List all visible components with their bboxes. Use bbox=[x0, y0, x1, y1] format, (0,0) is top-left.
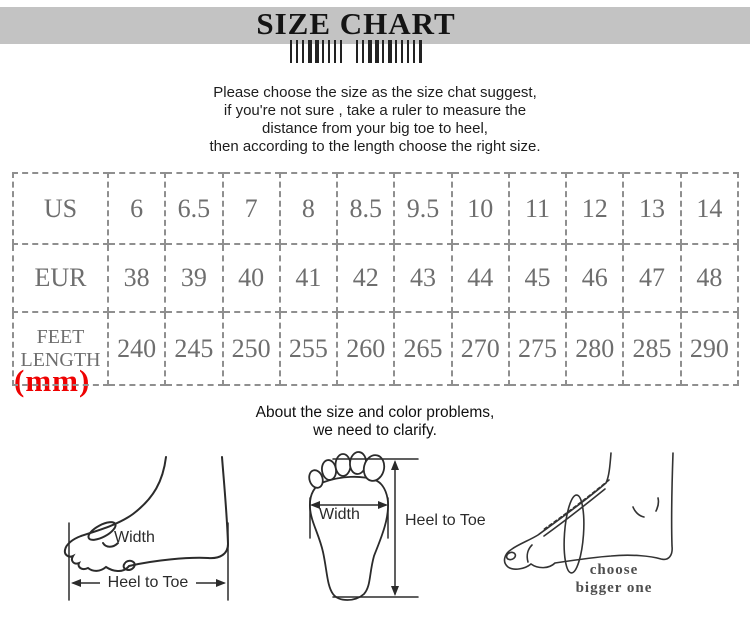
header-band bbox=[0, 7, 750, 44]
girth-measure-loop bbox=[563, 494, 585, 574]
intro-text: Please choose the size as the size chat … bbox=[0, 84, 750, 156]
eur-size-cell: 44 bbox=[450, 243, 510, 313]
width-measure-arrow bbox=[309, 497, 389, 539]
feet-length-cell: 240 bbox=[106, 311, 167, 386]
eur-size-cell: 42 bbox=[336, 243, 396, 313]
eur-size-cell: 38 bbox=[106, 243, 167, 313]
barcode-icon bbox=[290, 40, 422, 63]
us-size-cell: 8.5 bbox=[336, 172, 396, 245]
us-size-cell: 10 bbox=[450, 172, 510, 245]
intro-line-2: if you're not sure , take a ruler to mea… bbox=[223, 102, 527, 119]
us-size-cell: 6.5 bbox=[164, 172, 224, 245]
row-label-feet-length: FEET LENGTH bbox=[12, 311, 109, 386]
diagram-foot-girth-view: choose bigger one bbox=[495, 450, 740, 643]
table-row-feet-length: FEET LENGTH 240 245 250 255 260 265 270 … bbox=[12, 311, 740, 386]
heel-to-toe-label: Heel to Toe bbox=[100, 574, 196, 592]
us-size-cell: 6 bbox=[106, 172, 167, 245]
diagram-foot-top-view: Width Heel to Toe bbox=[285, 448, 500, 643]
clarify-line-2: we need to clarify. bbox=[313, 422, 437, 439]
us-size-cell: 12 bbox=[565, 172, 625, 245]
big-toe bbox=[362, 454, 386, 482]
toe-nail bbox=[505, 551, 517, 561]
tape-dashed-line bbox=[542, 479, 610, 531]
arrowhead-left bbox=[310, 501, 320, 509]
choose-note-line-1: choose bbox=[589, 562, 639, 578]
clarify-text: About the size and color problems, we ne… bbox=[0, 404, 750, 440]
us-size-cell: 9.5 bbox=[393, 172, 453, 245]
arrowhead-top bbox=[391, 460, 399, 470]
eur-size-cell: 39 bbox=[164, 243, 224, 313]
size-table: US 6 6.5 7 8 8.5 9.5 10 11 12 13 14 EUR … bbox=[12, 172, 740, 386]
table-row-us: US 6 6.5 7 8 8.5 9.5 10 11 12 13 14 bbox=[12, 172, 740, 245]
arrowhead-right bbox=[216, 579, 226, 587]
feet-length-cell: 290 bbox=[679, 311, 740, 386]
us-size-cell: 7 bbox=[221, 172, 281, 245]
feet-length-cell: 265 bbox=[393, 311, 453, 386]
eur-size-cell: 40 bbox=[221, 243, 281, 313]
feet-length-cell: 280 bbox=[565, 311, 625, 386]
feet-length-cell: 270 bbox=[450, 311, 510, 386]
foot-girth-illustration bbox=[503, 452, 674, 574]
us-size-cell: 13 bbox=[622, 172, 682, 245]
arrowhead-right bbox=[378, 501, 388, 509]
page-title: SIZE CHART bbox=[256, 6, 456, 41]
eur-size-cell: 48 bbox=[679, 243, 740, 313]
diagram-foot-side-view: Width Heel to Toe bbox=[30, 455, 260, 640]
intro-line-1: Please choose the size as the size chat … bbox=[213, 84, 537, 101]
row-label-us: US bbox=[12, 172, 109, 245]
table-row-eur: EUR 38 39 40 41 42 43 44 45 46 47 48 bbox=[12, 243, 740, 313]
heel-to-toe-label: Heel to Toe bbox=[405, 512, 486, 529]
us-size-cell: 14 bbox=[679, 172, 740, 245]
clarify-line-1: About the size and color problems, bbox=[255, 404, 495, 421]
us-size-cell: 8 bbox=[278, 172, 339, 245]
row-label-eur: EUR bbox=[12, 243, 109, 313]
choose-note-line-2: bigger one bbox=[575, 580, 653, 596]
foot-side-view-illustration bbox=[63, 456, 230, 601]
intro-line-4: then according to the length choose the … bbox=[209, 138, 541, 155]
width-label: Width bbox=[114, 529, 155, 546]
feet-length-cell: 260 bbox=[336, 311, 396, 386]
width-label: Width bbox=[319, 506, 360, 523]
eur-size-cell: 41 bbox=[278, 243, 339, 313]
arrowhead-left bbox=[71, 579, 81, 587]
eur-size-cell: 46 bbox=[565, 243, 625, 313]
eur-size-cell: 43 bbox=[393, 243, 453, 313]
feet-length-cell: 245 bbox=[164, 311, 224, 386]
heel-to-toe-measure-arrow bbox=[332, 458, 419, 598]
feet-length-cell: 275 bbox=[507, 311, 568, 386]
arrowhead-bottom bbox=[391, 586, 399, 596]
width-girth-loop bbox=[87, 521, 117, 541]
us-size-cell: 11 bbox=[507, 172, 568, 245]
feet-length-cell: 255 bbox=[278, 311, 339, 386]
eur-size-cell: 45 bbox=[507, 243, 568, 313]
foot-top-view-illustration bbox=[308, 451, 419, 601]
feet-length-cell: 285 bbox=[622, 311, 682, 386]
eur-size-cell: 47 bbox=[622, 243, 682, 313]
feet-length-cell: 250 bbox=[221, 311, 281, 386]
intro-line-3: distance from your big toe to heel, bbox=[262, 120, 488, 137]
